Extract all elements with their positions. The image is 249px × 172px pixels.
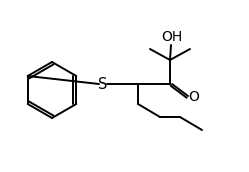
Text: O: O [188,90,199,104]
Text: OH: OH [161,30,183,44]
Text: S: S [98,77,108,92]
